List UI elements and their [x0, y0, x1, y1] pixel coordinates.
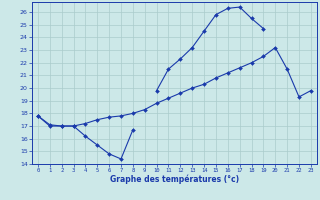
X-axis label: Graphe des températures (°c): Graphe des températures (°c) — [110, 175, 239, 184]
